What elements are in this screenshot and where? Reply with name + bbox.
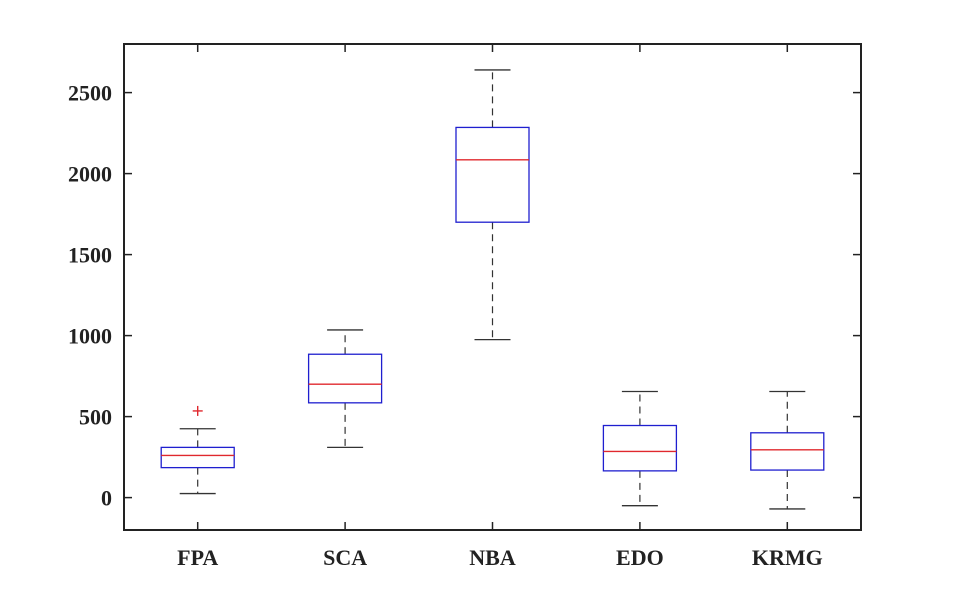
x-category-label: KRMG <box>752 545 823 570</box>
x-category-label: FPA <box>177 545 218 570</box>
box-group-edo <box>602 390 678 507</box>
y-tick-label: 1500 <box>68 243 112 268</box>
x-axis: FPA SCA NBA EDO KRMG <box>177 44 823 570</box>
y-tick-label: 500 <box>79 405 112 430</box>
y-axis: 0 500 1000 1500 2000 2500 <box>68 81 861 511</box>
y-tick-label: 2000 <box>68 162 112 187</box>
box-group-nba <box>455 69 530 341</box>
boxes-layer <box>160 69 825 510</box>
box-group-fpa <box>160 405 235 495</box>
iqr-box <box>307 353 383 404</box>
x-category-label: EDO <box>616 545 664 570</box>
iqr-box <box>160 446 235 469</box>
y-tick-label: 2500 <box>68 81 112 106</box>
iqr-box <box>750 432 825 471</box>
box-group-krmg <box>750 390 825 510</box>
y-tick-label: 0 <box>101 486 112 511</box>
box-group-sca <box>307 329 383 449</box>
outlier-marker <box>192 405 203 416</box>
y-tick-label: 1000 <box>68 324 112 349</box>
iqr-box <box>455 126 530 223</box>
x-category-label: NBA <box>469 545 516 570</box>
iqr-box <box>602 424 678 472</box>
x-category-label: SCA <box>323 545 367 570</box>
